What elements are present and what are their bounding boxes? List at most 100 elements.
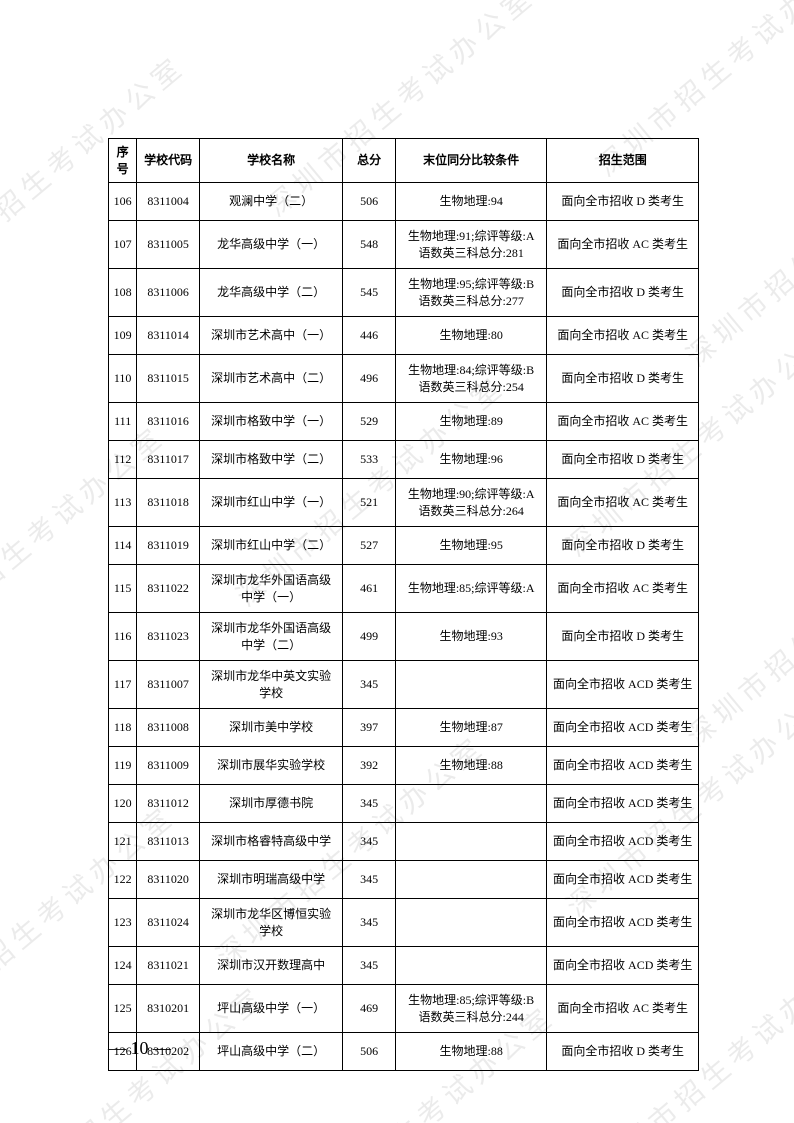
cell-cond: 生物地理:95;综评等级:B语数英三科总分:277: [395, 269, 547, 317]
cell-name: 深圳市艺术高中（一）: [199, 317, 342, 355]
header-row: 序号学校代码学校名称总分末位同分比较条件招生范围: [109, 139, 699, 183]
cell-name: 深圳市格致中学（二）: [199, 441, 342, 479]
table-row: 1118311016深圳市格致中学（一）529生物地理:89面向全市招收 AC …: [109, 403, 699, 441]
table-row: 1138311018深圳市红山中学（一）521生物地理:90;综评等级:A语数英…: [109, 479, 699, 527]
cell-scope: 面向全市招收 ACD 类考生: [547, 899, 699, 947]
cell-seq: 113: [109, 479, 137, 527]
cell-cond: [395, 823, 547, 861]
cell-score: 496: [343, 355, 396, 403]
cell-cond: 生物地理:88: [395, 1033, 547, 1071]
cell-seq: 120: [109, 785, 137, 823]
cell-name: 深圳市展华实验学校: [199, 747, 342, 785]
cell-seq: 123: [109, 899, 137, 947]
cell-name: 坪山高级中学（二）: [199, 1033, 342, 1071]
data-table: 序号学校代码学校名称总分末位同分比较条件招生范围 1068311004观澜中学（…: [108, 138, 699, 1071]
table-row: 1178311007深圳市龙华中英文实验学校345面向全市招收 ACD 类考生: [109, 661, 699, 709]
cell-code: 8311014: [137, 317, 200, 355]
cell-score: 461: [343, 565, 396, 613]
cell-name: 深圳市龙华区博恒实验学校: [199, 899, 342, 947]
table-row: 1268310202坪山高级中学（二）506生物地理:88面向全市招收 D 类考…: [109, 1033, 699, 1071]
table-row: 1158311022深圳市龙华外国语高级中学（一）461生物地理:85;综评等级…: [109, 565, 699, 613]
cell-scope: 面向全市招收 AC 类考生: [547, 479, 699, 527]
cell-score: 499: [343, 613, 396, 661]
cell-name: 深圳市厚德书院: [199, 785, 342, 823]
cell-cond: 生物地理:94: [395, 183, 547, 221]
cell-name: 深圳市龙华中英文实验学校: [199, 661, 342, 709]
col-header-seq: 序号: [109, 139, 137, 183]
table-row: 1238311024深圳市龙华区博恒实验学校345 面向全市招收 ACD 类考生: [109, 899, 699, 947]
cell-cond: [395, 899, 547, 947]
cell-seq: 125: [109, 985, 137, 1033]
cell-score: 469: [343, 985, 396, 1033]
cell-scope: 面向全市招收 D 类考生: [547, 183, 699, 221]
col-header-scope: 招生范围: [547, 139, 699, 183]
cell-name: 深圳市艺术高中（二）: [199, 355, 342, 403]
cell-seq: 108: [109, 269, 137, 317]
cell-seq: 110: [109, 355, 137, 403]
cell-cond: 生物地理:85;综评等级:B语数英三科总分:244: [395, 985, 547, 1033]
cell-score: 345: [343, 947, 396, 985]
table-row: 1248311021深圳市汉开数理高中345面向全市招收 ACD 类考生: [109, 947, 699, 985]
cell-name: 观澜中学（二）: [199, 183, 342, 221]
cell-score: 345: [343, 823, 396, 861]
cell-scope: 面向全市招收 ACD 类考生: [547, 823, 699, 861]
cell-cond: 生物地理:90;综评等级:A语数英三科总分:264: [395, 479, 547, 527]
cell-code: 8311020: [137, 861, 200, 899]
cell-scope: 面向全市招收 AC 类考生: [547, 317, 699, 355]
cell-scope: 面向全市招收 D 类考生: [547, 1033, 699, 1071]
cell-code: 8311015: [137, 355, 200, 403]
cell-name: 深圳市红山中学（一）: [199, 479, 342, 527]
cell-code: 8311018: [137, 479, 200, 527]
cell-score: 345: [343, 785, 396, 823]
table-row: 1198311009深圳市展华实验学校392生物地理:88面向全市招收 ACD …: [109, 747, 699, 785]
cell-code: 8311021: [137, 947, 200, 985]
table-row: 1088311006龙华高级中学（二）545生物地理:95;综评等级:B语数英三…: [109, 269, 699, 317]
table-row: 1218311013深圳市格睿特高级中学345面向全市招收 ACD 类考生: [109, 823, 699, 861]
cell-cond: 生物地理:84;综评等级:B语数英三科总分:254: [395, 355, 547, 403]
cell-code: 8311006: [137, 269, 200, 317]
cell-seq: 118: [109, 709, 137, 747]
cell-code: 8311017: [137, 441, 200, 479]
cell-seq: 119: [109, 747, 137, 785]
cell-score: 446: [343, 317, 396, 355]
table-row: 1078311005龙华高级中学（一）548生物地理:91;综评等级:A语数英三…: [109, 221, 699, 269]
cell-score: 533: [343, 441, 396, 479]
cell-code: 8311008: [137, 709, 200, 747]
cell-seq: 124: [109, 947, 137, 985]
cell-code: 8311024: [137, 899, 200, 947]
cell-code: 8311004: [137, 183, 200, 221]
cell-seq: 109: [109, 317, 137, 355]
cell-cond: [395, 947, 547, 985]
cell-code: 8311005: [137, 221, 200, 269]
table-row: 1228311020深圳市明瑞高级中学345面向全市招收 ACD 类考生: [109, 861, 699, 899]
col-header-name: 学校名称: [199, 139, 342, 183]
table-row: 1068311004观澜中学（二）506生物地理:94面向全市招收 D 类考生: [109, 183, 699, 221]
cell-cond: [395, 785, 547, 823]
cell-cond: [395, 661, 547, 709]
cell-scope: 面向全市招收 AC 类考生: [547, 985, 699, 1033]
cell-name: 深圳市格致中学（一）: [199, 403, 342, 441]
cell-seq: 107: [109, 221, 137, 269]
cell-scope: 面向全市招收 AC 类考生: [547, 221, 699, 269]
cell-code: 8310201: [137, 985, 200, 1033]
cell-scope: 面向全市招收 D 类考生: [547, 441, 699, 479]
cell-name: 深圳市明瑞高级中学: [199, 861, 342, 899]
table-head: 序号学校代码学校名称总分末位同分比较条件招生范围: [109, 139, 699, 183]
cell-scope: 面向全市招收 ACD 类考生: [547, 785, 699, 823]
cell-name: 深圳市红山中学（二）: [199, 527, 342, 565]
cell-cond: 生物地理:96: [395, 441, 547, 479]
cell-scope: 面向全市招收 AC 类考生: [547, 403, 699, 441]
cell-scope: 面向全市招收 D 类考生: [547, 355, 699, 403]
cell-score: 397: [343, 709, 396, 747]
table-body: 1068311004观澜中学（二）506生物地理:94面向全市招收 D 类考生1…: [109, 183, 699, 1071]
cell-code: 8311023: [137, 613, 200, 661]
col-header-code: 学校代码: [137, 139, 200, 183]
cell-name: 深圳市汉开数理高中: [199, 947, 342, 985]
cell-cond: 生物地理:95: [395, 527, 547, 565]
table-row: 1108311015深圳市艺术高中（二）496生物地理:84;综评等级:B语数英…: [109, 355, 699, 403]
cell-seq: 116: [109, 613, 137, 661]
cell-cond: 生物地理:80: [395, 317, 547, 355]
cell-score: 345: [343, 899, 396, 947]
cell-scope: 面向全市招收 AC 类考生: [547, 565, 699, 613]
cell-code: 8311016: [137, 403, 200, 441]
